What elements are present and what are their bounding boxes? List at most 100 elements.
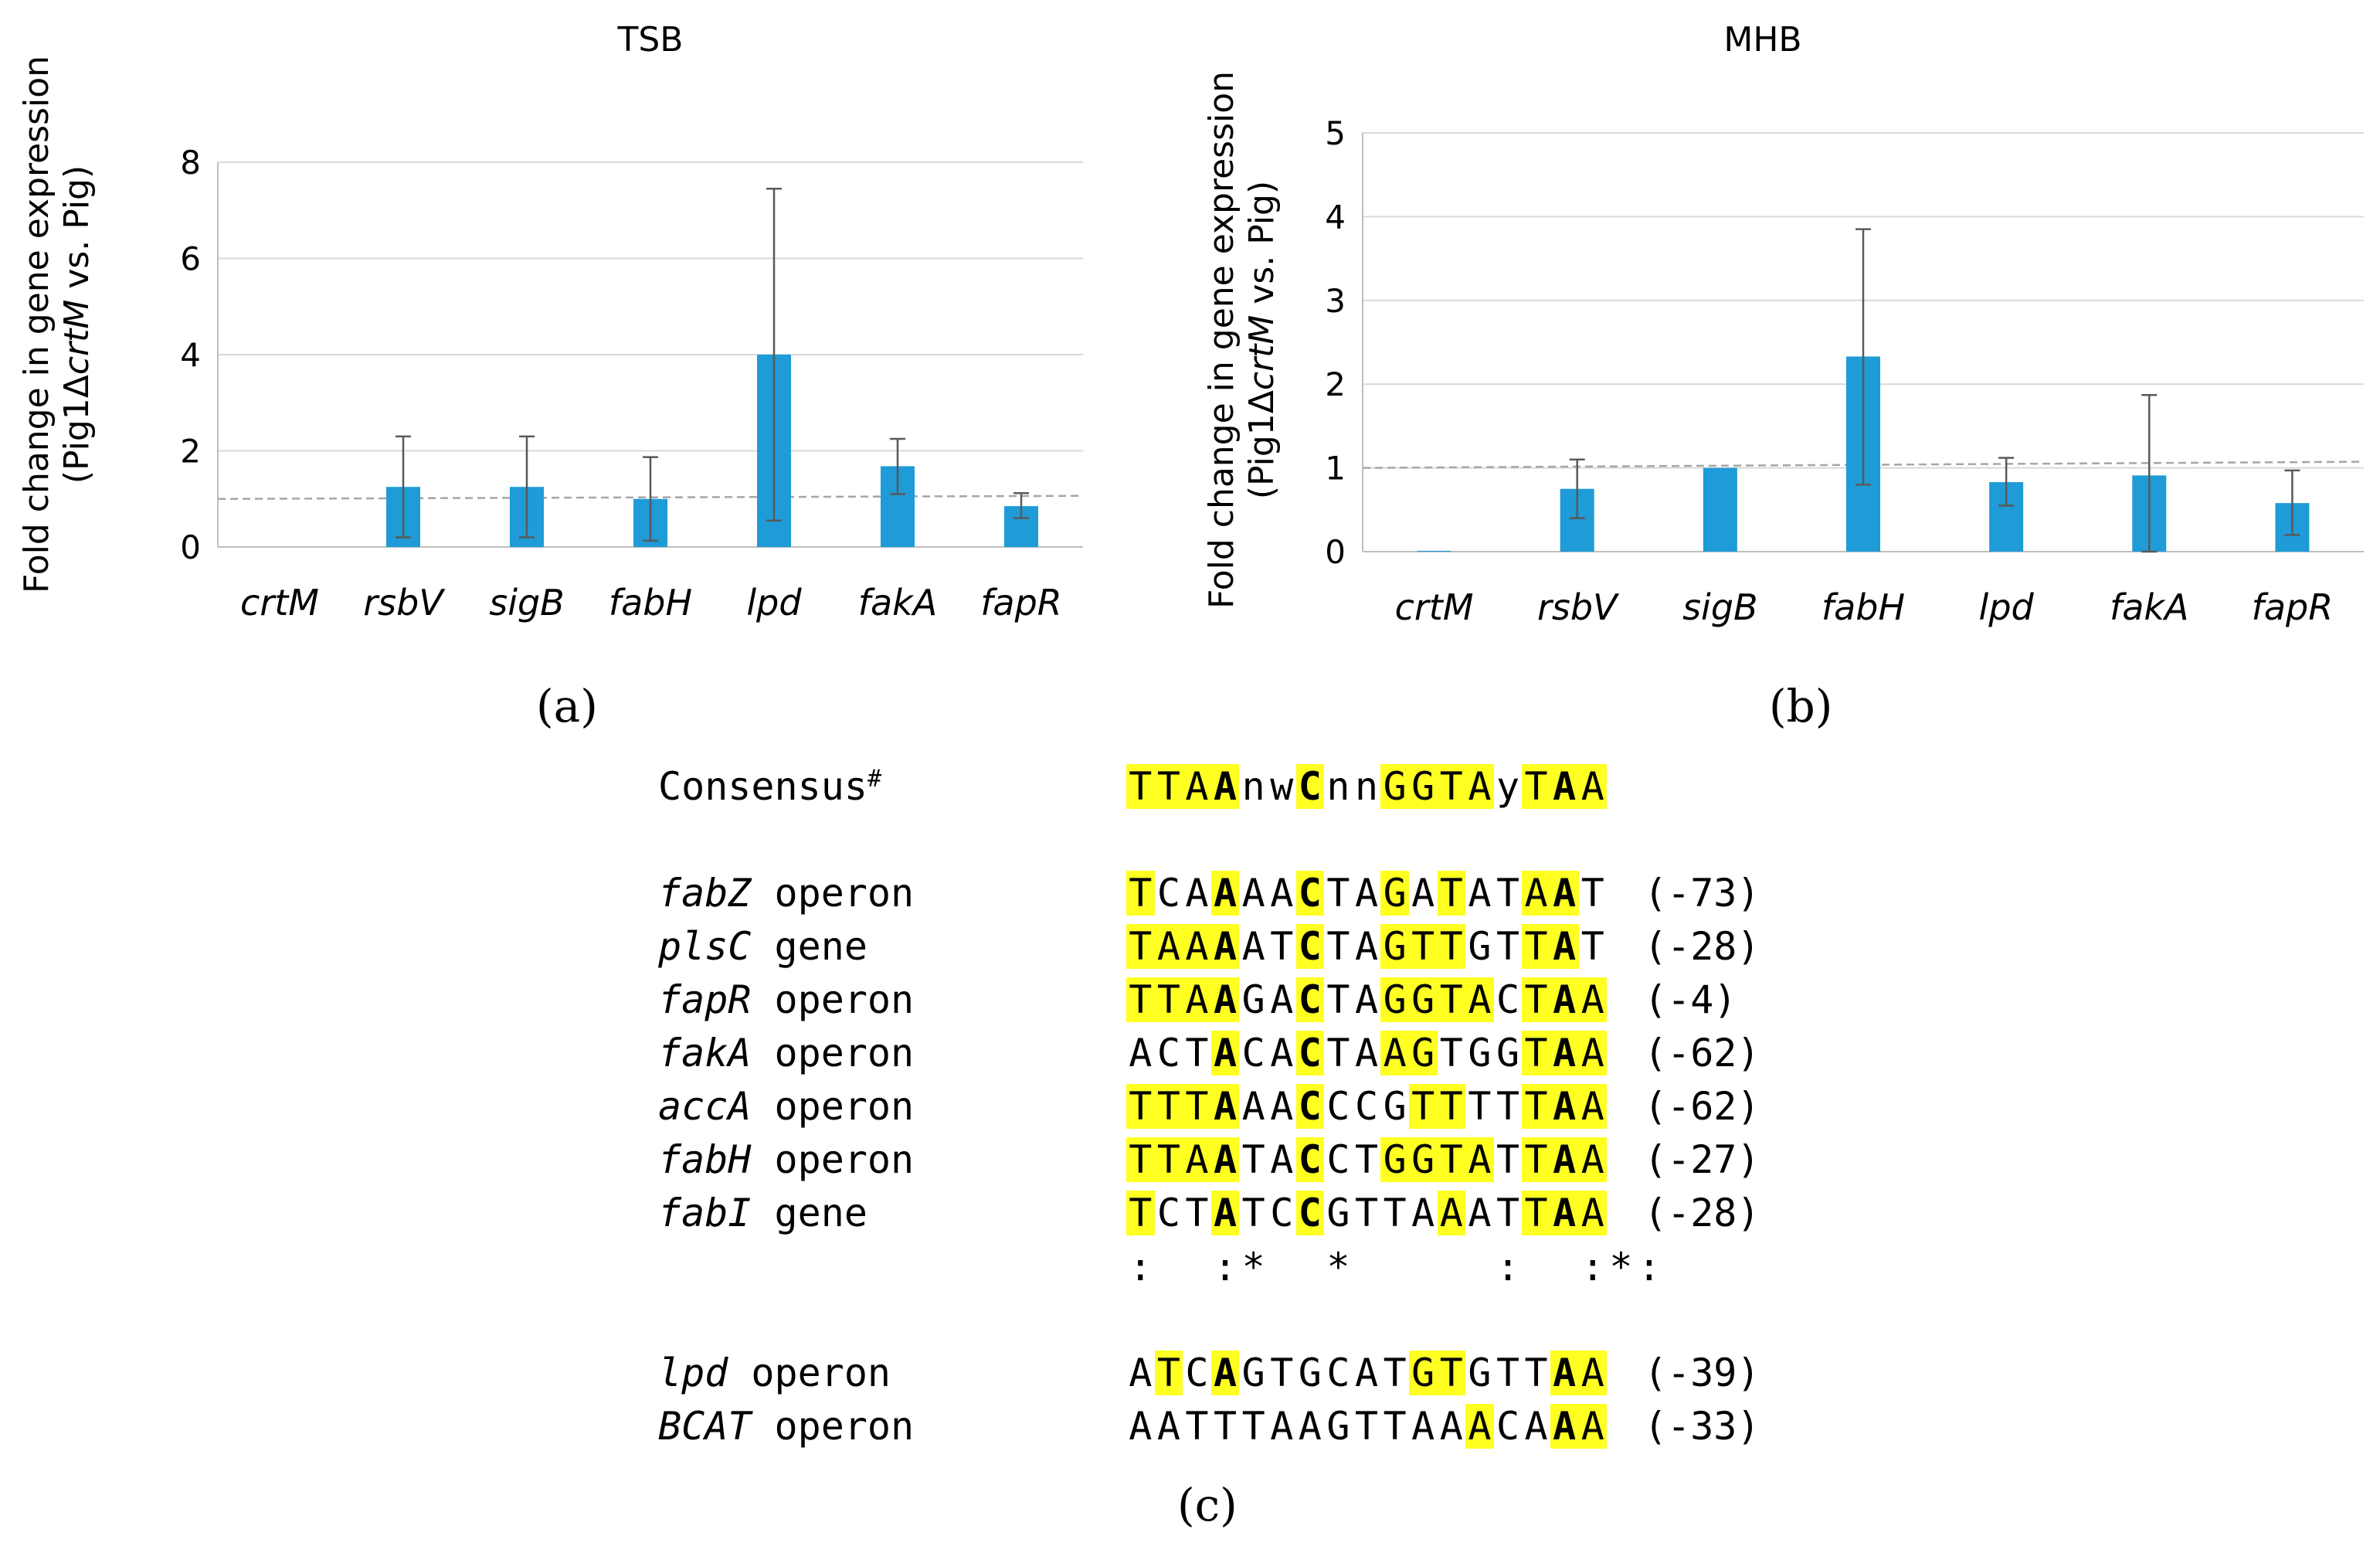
ylab-part: (Pig1Δ	[1242, 390, 1282, 499]
nucleotide: G	[1326, 1191, 1350, 1235]
conservation-mark	[1409, 1245, 1438, 1289]
nucleotide: T	[1383, 1404, 1407, 1449]
x-tick-label-rsbV: rsbV	[363, 582, 446, 623]
nucleotide: A	[1210, 871, 1240, 916]
nucleotide: n	[1241, 764, 1265, 809]
nucleotide: A	[1465, 764, 1494, 809]
nucleotide: C	[1295, 1031, 1325, 1075]
nucleotide: G	[1468, 1031, 1492, 1075]
nucleotide: A	[1241, 1084, 1265, 1129]
nucleotide: T	[1580, 924, 1604, 969]
nucleotide: A	[1354, 1351, 1379, 1395]
conservation-mark	[1380, 1245, 1409, 1289]
alignment-row: fabH operon T T A A T A C C T G G T A T T A A (-27)	[0, 1137, 2380, 1183]
gene-name: plsC	[658, 924, 752, 969]
conservation-mark	[1296, 1245, 1325, 1289]
nucleotide: A	[1129, 1031, 1153, 1075]
gene-type: operon	[751, 1404, 915, 1449]
conservation-mark	[1438, 1245, 1466, 1289]
consensus-superscript: #	[867, 765, 881, 793]
nucleotide: C	[1354, 1084, 1379, 1129]
nucleotide: A	[1156, 1404, 1180, 1449]
nucleotide: A	[1550, 1351, 1579, 1395]
nucleotide: C	[1185, 1351, 1209, 1395]
nucleotide: T	[1437, 1084, 1466, 1129]
nucleotide: G	[1380, 764, 1409, 809]
chart-tsb: 0 2 4 6 8 crtM rsbV sigB fabH lpd fakA fapR TSB Fold …	[17, 20, 1084, 623]
y-tick-label: 4	[1325, 198, 1346, 236]
nucleotide: A	[1210, 1084, 1240, 1129]
nucleotide: T	[1126, 871, 1155, 916]
x-tick-label-lpd: lpd	[1979, 586, 2035, 628]
nucleotide: C	[1326, 1351, 1350, 1395]
nucleotide: T	[1354, 1137, 1379, 1182]
gene-type: operon	[751, 977, 915, 1022]
conservation-mark: :	[1580, 1245, 1604, 1289]
nucleotide: T	[1214, 1404, 1238, 1449]
nucleotide: A	[1550, 1031, 1579, 1075]
nucleotide: A	[1210, 924, 1240, 969]
nucleotide: T	[1270, 1351, 1294, 1395]
nucleotide: T	[1354, 1404, 1379, 1449]
ylab-part-italic: crtM	[1242, 315, 1282, 391]
nucleotide: C	[1295, 977, 1325, 1022]
nucleotide: T	[1154, 977, 1183, 1022]
nucleotide: T	[1522, 1084, 1550, 1129]
nucleotide: A	[1437, 1191, 1466, 1235]
nucleotide: C	[1270, 1191, 1294, 1235]
nucleotide: A	[1183, 924, 1211, 969]
chart-title: MHB	[1723, 20, 1801, 59]
nucleotide: T	[1522, 1137, 1550, 1182]
y-tick-label: 2	[180, 433, 201, 471]
nucleotide: A	[1411, 1191, 1435, 1235]
alignment-row: fapR operon T T A A G A C T A G G T A C T A A (-4)	[0, 977, 2380, 1023]
conservation-mark: :	[1637, 1245, 1662, 1289]
gene-type: operon	[751, 1137, 915, 1182]
gene-name: lpd	[658, 1351, 728, 1395]
row-label: lpd operon	[658, 1351, 891, 1395]
nucleotide: A	[1578, 1404, 1608, 1449]
gene-type: operon	[751, 1031, 915, 1075]
nucleotide: A	[1270, 1137, 1294, 1182]
nucleotide: n	[1326, 764, 1350, 809]
position: (-27)	[1644, 1137, 1760, 1182]
position: (-62)	[1644, 1031, 1760, 1075]
nucleotide: A	[1550, 1137, 1579, 1182]
nucleotide: C	[1156, 871, 1180, 916]
row-label: fapR operon	[658, 977, 914, 1022]
y-tick-label: 0	[1325, 533, 1346, 571]
nucleotide: T	[1496, 924, 1520, 969]
nucleotide: C	[1241, 1031, 1265, 1075]
nucleotide: T	[1270, 924, 1294, 969]
nucleotide: T	[1326, 1031, 1350, 1075]
nucleotide: A	[1550, 1084, 1579, 1129]
nucleotide: G	[1241, 977, 1265, 1022]
nucleotide: A	[1354, 1031, 1379, 1075]
nucleotide: T	[1580, 871, 1604, 916]
nucleotide: C	[1295, 871, 1325, 916]
nucleotide: A	[1129, 1404, 1153, 1449]
gene-type: gene	[751, 924, 867, 969]
nucleotide: A	[1550, 1191, 1579, 1235]
conservation-mark	[1550, 1245, 1579, 1289]
y-axis-label: Fold change in gene expression (Pig1ΔcrtM…	[1202, 71, 1282, 609]
nucleotide: T	[1522, 1191, 1550, 1235]
ylab-part: vs. Pig)	[57, 165, 97, 300]
nucleotide: T	[1185, 1191, 1209, 1235]
x-tick-label-sigB: sigB	[489, 582, 565, 623]
nucleotide: G	[1408, 1137, 1438, 1182]
nucleotide: T	[1183, 1084, 1211, 1129]
nucleotide: T	[1326, 924, 1350, 969]
nucleotide: G	[1298, 1351, 1322, 1395]
nucleotide: T	[1437, 871, 1466, 916]
nucleotide: T	[1408, 1084, 1438, 1129]
y-tick-label: 6	[180, 240, 201, 278]
nucleotide: A	[1183, 977, 1211, 1022]
nucleotide: T	[1496, 871, 1520, 916]
nucleotide: T	[1326, 871, 1350, 916]
y-axis-label-line1: Fold change in gene expression	[17, 56, 56, 593]
